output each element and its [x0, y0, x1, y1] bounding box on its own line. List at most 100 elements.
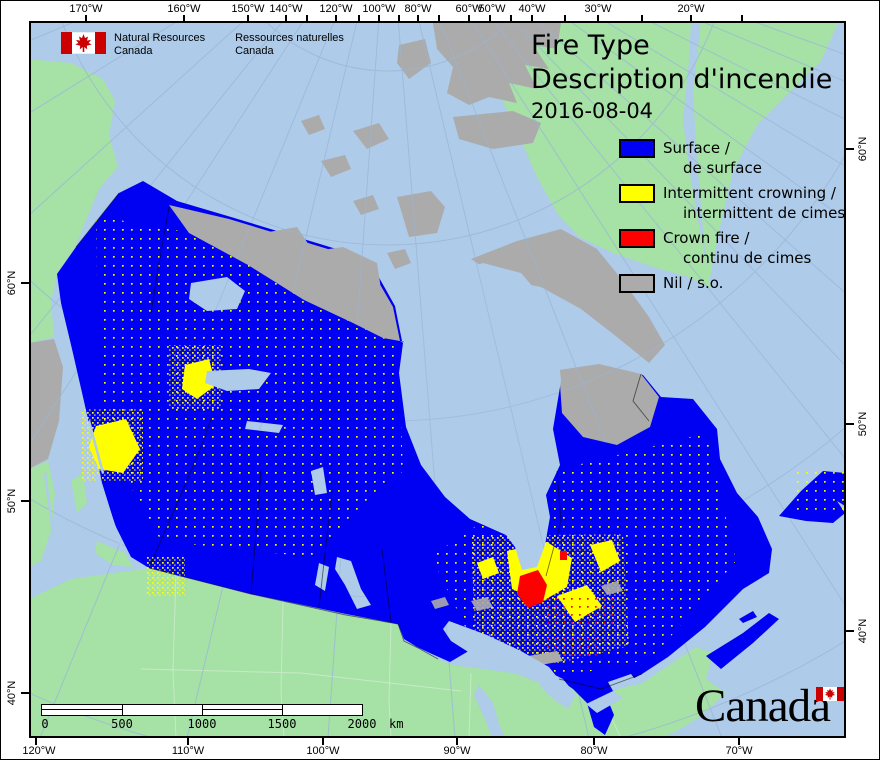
tick [510, 15, 512, 22]
tick [378, 15, 380, 22]
map-canvas [31, 23, 844, 736]
tick [468, 15, 470, 22]
land-alaska [31, 59, 118, 343]
tick [322, 736, 324, 745]
legend-label: intermittent de cimes [683, 204, 846, 222]
scale-label: 0 [41, 717, 49, 731]
legend-label: Crown fire / [663, 229, 750, 247]
title-date: 2016-08-04 [531, 99, 654, 123]
lon-label: 80°W [404, 3, 432, 15]
signature-en-line1: Natural Resources [114, 32, 206, 44]
signature-fr-line2: Canada [235, 45, 274, 57]
tick [845, 148, 854, 150]
tick [85, 15, 87, 22]
nil-patches [431, 581, 623, 611]
legend-item-intermittent: Intermittent crowning / intermittent de … [619, 183, 845, 223]
lat-label: 50°N [6, 488, 18, 514]
scale-bar-graphic [41, 704, 363, 716]
legend-item-surface: Surface / de surface [619, 138, 845, 178]
lat-label: 60°N [857, 136, 869, 162]
lon-label: 40°W [518, 3, 546, 15]
tick [21, 282, 30, 284]
lon-label: 100°W [306, 745, 340, 757]
tick [456, 736, 458, 745]
signature-english: Natural Resources Canada [114, 32, 205, 58]
map-frame [29, 21, 846, 738]
lon-label: 170°W [69, 3, 103, 15]
tick [845, 630, 854, 632]
legend-item-crown: Crown fire / continu de cimes [619, 228, 845, 268]
fire-crown-areas [517, 551, 618, 661]
land-vancouver-island [95, 541, 133, 567]
lon-label: 60°W [455, 3, 483, 15]
legend-label: Intermittent crowning / [663, 184, 836, 202]
lon-label: 90°W [443, 745, 471, 757]
lon-label: 160°W [167, 3, 201, 15]
land-nova-scotia [706, 613, 779, 669]
tick [306, 15, 308, 22]
tick [741, 15, 743, 22]
lon-label: 120°W [22, 745, 56, 757]
legend-swatch-crown [619, 229, 655, 248]
land-haida-gwaii [71, 473, 87, 513]
tick [593, 736, 595, 745]
lat-label: 40°N [6, 680, 18, 706]
legend-swatch-intermittent [619, 184, 655, 203]
signature-fr-line1: Ressources naturelles [235, 32, 344, 44]
scale-label: 1500 [267, 717, 297, 731]
scale-unit: km [389, 717, 404, 731]
tick [247, 15, 249, 22]
land-greenland-east [693, 23, 839, 283]
scale-label: 500 [111, 717, 133, 731]
canada-wordmark: Canada [695, 680, 844, 732]
scale-segment [282, 705, 362, 715]
scale-segment [202, 705, 282, 715]
tick [35, 736, 37, 745]
map-title: Fire Type Description d'incendie 2016-08… [531, 29, 832, 125]
lon-label: 70°W [725, 745, 753, 757]
tick [489, 15, 491, 22]
tick [358, 15, 360, 22]
tick [417, 15, 419, 22]
title-line1: Fire Type [531, 30, 650, 61]
scale-bar: 0 500 1000 1500 2000 km [41, 704, 403, 731]
tick [738, 736, 740, 745]
tick [438, 15, 440, 22]
legend-swatch-surface [619, 139, 655, 158]
political-boundaries [75, 192, 650, 690]
tick [335, 15, 337, 22]
legend-label: de surface [683, 159, 762, 177]
tick [398, 15, 400, 22]
nrcan-signature: Natural Resources Canada Ressources natu… [61, 32, 344, 58]
tick [564, 15, 566, 22]
tick [183, 15, 185, 22]
bc-fjords [43, 420, 125, 552]
wordmark-text: Canada [695, 680, 831, 732]
signature-french: Ressources naturelles Canada [235, 32, 344, 58]
tick [641, 15, 643, 22]
lon-label: 120°W [319, 3, 353, 15]
lon-label: 150°W [231, 3, 265, 15]
tick [21, 692, 30, 694]
lon-label: 110°W [171, 745, 205, 757]
title-line2: Description d'incendie [531, 64, 833, 95]
lat-label: 40°N [857, 618, 869, 644]
scale-segment [42, 705, 122, 715]
wordmark-flag-icon [816, 687, 844, 701]
lon-label: 20°W [677, 3, 705, 15]
land-pei [739, 611, 757, 623]
signature-en-line2: Canada [114, 45, 153, 57]
lon-label: 140°W [269, 3, 303, 15]
tick [21, 500, 30, 502]
legend: Surface / de surface Intermittent crowni… [619, 138, 845, 298]
tick [845, 423, 854, 425]
legend-label: Nil / s.o. [663, 274, 724, 292]
lat-label: 60°N [6, 270, 18, 296]
lon-label: 80°W [580, 745, 608, 757]
scale-segment [122, 705, 202, 715]
tick [187, 736, 189, 745]
tick [285, 15, 287, 22]
lon-label: 100°W [362, 3, 396, 15]
tick [597, 15, 599, 22]
